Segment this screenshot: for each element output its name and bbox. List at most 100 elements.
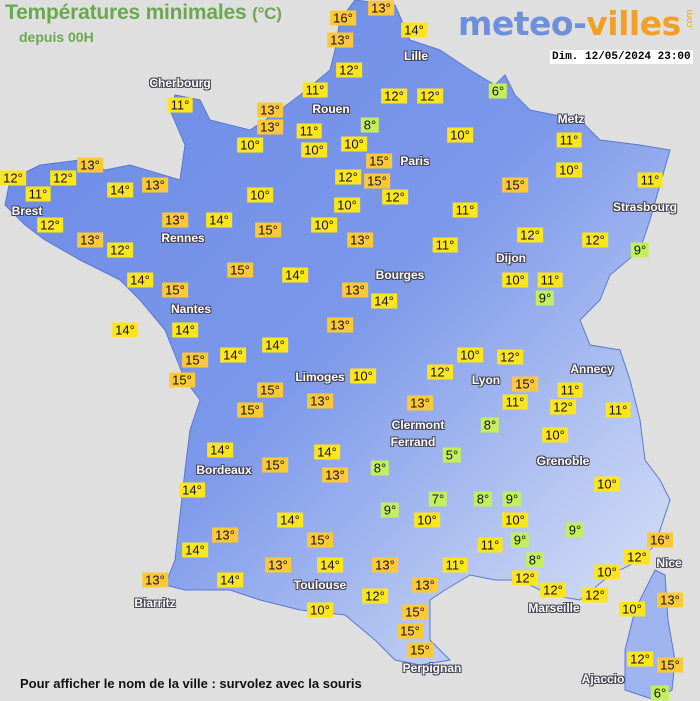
temperature-badge[interactable]: 11° <box>452 202 478 218</box>
temperature-badge[interactable]: 12° <box>627 651 653 667</box>
temperature-badge[interactable]: 10° <box>341 136 367 152</box>
temperature-badge[interactable]: 6° <box>650 685 670 701</box>
temperature-badge[interactable]: 12° <box>381 88 407 104</box>
temperature-badge[interactable]: 15° <box>182 352 208 368</box>
temperature-badge[interactable]: 12° <box>550 399 576 415</box>
temperature-badge[interactable]: 12° <box>336 62 362 78</box>
temperature-badge[interactable]: 13° <box>142 572 168 588</box>
temperature-badge[interactable]: 10° <box>556 162 582 178</box>
temperature-badge[interactable]: 12° <box>540 582 566 598</box>
temperature-badge[interactable]: 11° <box>167 97 193 113</box>
temperature-badge[interactable]: 13° <box>265 557 291 573</box>
temperature-badge[interactable]: 11° <box>556 132 582 148</box>
temperature-badge[interactable]: 12° <box>362 588 388 604</box>
temperature-badge[interactable]: 12° <box>50 170 76 186</box>
temperature-badge[interactable]: 8° <box>525 552 545 568</box>
temperature-badge[interactable]: 10° <box>301 142 327 158</box>
temperature-badge[interactable]: 15° <box>512 376 538 392</box>
temperature-badge[interactable]: 14° <box>220 347 246 363</box>
temperature-badge[interactable]: 14° <box>127 272 153 288</box>
temperature-badge[interactable]: 14° <box>172 322 198 338</box>
temperature-badge[interactable]: 14° <box>262 337 288 353</box>
temperature-badge[interactable]: 9° <box>630 242 650 258</box>
temperature-badge[interactable]: 14° <box>206 212 232 228</box>
temperature-badge[interactable]: 9° <box>565 522 585 538</box>
temperature-badge[interactable]: 14° <box>107 182 133 198</box>
temperature-badge[interactable]: 12° <box>512 570 538 586</box>
temperature-badge[interactable]: 14° <box>182 542 208 558</box>
temperature-badge[interactable]: 10° <box>502 272 528 288</box>
temperature-badge[interactable]: 15° <box>162 282 188 298</box>
temperature-badge[interactable]: 14° <box>207 442 233 458</box>
temperature-badge[interactable]: 10° <box>307 602 333 618</box>
site-logo[interactable]: meteo-villes .com <box>458 4 695 43</box>
temperature-badge[interactable]: 13° <box>657 592 683 608</box>
temperature-badge[interactable]: 15° <box>397 623 423 639</box>
temperature-badge[interactable]: 12° <box>497 349 523 365</box>
temperature-badge[interactable]: 15° <box>262 457 288 473</box>
temperature-badge[interactable]: 13° <box>347 232 373 248</box>
temperature-badge[interactable]: 15° <box>402 604 428 620</box>
temperature-badge[interactable]: 14° <box>282 267 308 283</box>
temperature-badge[interactable]: 15° <box>255 222 281 238</box>
temperature-badge[interactable]: 15° <box>364 173 390 189</box>
temperature-badge[interactable]: 10° <box>334 197 360 213</box>
temperature-badge[interactable]: 5° <box>442 447 462 463</box>
temperature-badge[interactable]: 13° <box>257 119 283 135</box>
temperature-badge[interactable]: 11° <box>432 237 458 253</box>
temperature-badge[interactable]: 11° <box>25 186 51 202</box>
temperature-badge[interactable]: 13° <box>77 232 103 248</box>
temperature-badge[interactable]: 16° <box>647 532 673 548</box>
temperature-badge[interactable]: 13° <box>162 212 188 228</box>
temperature-badge[interactable]: 14° <box>317 557 343 573</box>
temperature-badge[interactable]: 10° <box>457 347 483 363</box>
temperature-badge[interactable]: 12° <box>582 587 608 603</box>
temperature-badge[interactable]: 13° <box>342 282 368 298</box>
temperature-badge[interactable]: 11° <box>605 402 631 418</box>
temperature-badge[interactable]: 15° <box>407 642 433 658</box>
temperature-badge[interactable]: 10° <box>350 368 376 384</box>
temperature-badge[interactable]: 10° <box>594 564 620 580</box>
temperature-badge[interactable]: 9° <box>535 290 555 306</box>
temperature-badge[interactable]: 13° <box>257 102 283 118</box>
temperature-badge[interactable]: 16° <box>330 10 356 26</box>
temperature-badge[interactable]: 13° <box>212 527 238 543</box>
temperature-badge[interactable]: 9° <box>510 532 530 548</box>
temperature-badge[interactable]: 13° <box>412 577 438 593</box>
temperature-badge[interactable]: 9° <box>502 491 522 507</box>
temperature-badge[interactable]: 13° <box>407 395 433 411</box>
temperature-badge[interactable]: 11° <box>637 172 663 188</box>
temperature-badge[interactable]: 11° <box>557 382 583 398</box>
temperature-badge[interactable]: 10° <box>542 427 568 443</box>
temperature-badge[interactable]: 11° <box>477 537 503 553</box>
temperature-badge[interactable]: 13° <box>368 0 394 16</box>
temperature-badge[interactable]: 13° <box>307 393 333 409</box>
temperature-badge[interactable]: 10° <box>594 476 620 492</box>
temperature-badge[interactable]: 12° <box>0 170 26 186</box>
temperature-badge[interactable]: 15° <box>366 153 392 169</box>
temperature-badge[interactable]: 10° <box>502 512 528 528</box>
temperature-badge[interactable]: 11° <box>442 557 468 573</box>
temperature-badge[interactable]: 13° <box>327 317 353 333</box>
temperature-badge[interactable]: 15° <box>502 177 528 193</box>
temperature-badge[interactable]: 12° <box>382 189 408 205</box>
temperature-badge[interactable]: 15° <box>237 402 263 418</box>
temperature-badge[interactable]: 6° <box>488 83 508 99</box>
temperature-badge[interactable]: 15° <box>257 382 283 398</box>
temperature-badge[interactable]: 10° <box>619 601 645 617</box>
temperature-badge[interactable]: 12° <box>417 88 443 104</box>
temperature-badge[interactable]: 13° <box>77 157 103 173</box>
temperature-badge[interactable]: 14° <box>112 322 138 338</box>
temperature-badge[interactable]: 13° <box>322 467 348 483</box>
temperature-badge[interactable]: 11° <box>502 394 528 410</box>
temperature-badge[interactable]: 14° <box>179 482 205 498</box>
temperature-badge[interactable]: 12° <box>427 364 453 380</box>
temperature-badge[interactable]: 8° <box>473 491 493 507</box>
temperature-badge[interactable]: 12° <box>624 549 650 565</box>
temperature-badge[interactable]: 11° <box>537 272 563 288</box>
temperature-badge[interactable]: 12° <box>517 227 543 243</box>
temperature-badge[interactable]: 15° <box>657 657 683 673</box>
temperature-badge[interactable]: 8° <box>480 417 500 433</box>
temperature-badge[interactable]: 14° <box>314 444 340 460</box>
temperature-badge[interactable]: 13° <box>372 557 398 573</box>
